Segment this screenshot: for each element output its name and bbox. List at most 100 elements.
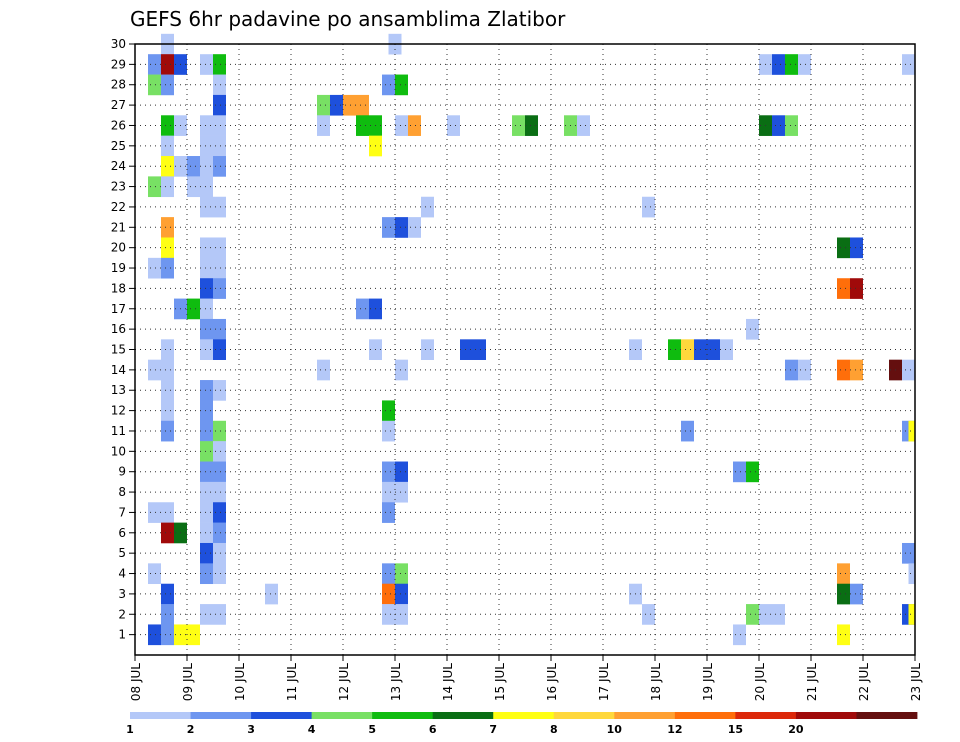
heatmap-cell [837,563,850,585]
x-tick-label: 09 JUL [181,663,195,701]
heatmap-cell [187,298,200,320]
heatmap-cell [850,278,863,299]
heatmap-cell [395,461,408,483]
heatmap-cell [837,624,850,646]
chart-title: GEFS 6hr padavine po ansamblima Zlatibor [130,7,566,31]
legend-swatch [493,712,555,719]
heatmap-cell [187,156,200,177]
heatmap-cell [343,94,356,116]
heatmap-cell [213,522,226,544]
y-tick-label: 14 [111,363,126,377]
heatmap-cell [902,542,915,564]
heatmap-cell [785,54,798,75]
heatmap-cell [161,257,174,279]
heatmap-cell [356,298,369,320]
y-tick-label: 23 [111,180,126,194]
heatmap-cell [395,217,408,238]
y-tick-label: 29 [111,57,126,71]
heatmap-cell [200,135,213,157]
legend-label: 15 [728,723,743,736]
heatmap-cell [200,481,213,503]
legend-swatch [432,712,494,719]
heatmap-cell [148,176,161,198]
y-tick-label: 7 [118,505,126,519]
heatmap-cell [908,604,915,625]
heatmap-cell [395,74,408,96]
heatmap-cell [382,583,395,605]
heatmap-cell [213,237,226,259]
heatmap-cell [200,563,213,585]
y-tick-label: 27 [111,98,126,112]
heatmap-cell [473,339,486,360]
heatmap-cell [161,237,174,259]
heatmap-cell [525,115,538,136]
x-tick-label: 19 JUL [701,663,715,701]
heatmap-cell [213,563,226,585]
heatmap-cell [382,74,395,96]
heatmap-cell [148,359,161,381]
heatmap-cell [213,318,226,340]
heatmap-cell [447,115,460,136]
legend-swatch [190,712,252,719]
y-axis: 1234567891011121314151617181920212223242… [111,37,135,642]
heatmap-cell [837,583,850,605]
heatmap-cell [148,624,161,646]
heatmap-cell [330,94,343,116]
legend-label: 20 [788,723,804,736]
heatmap-cell [161,583,174,605]
heatmap-cell [213,339,226,360]
heatmap-cell [161,115,174,136]
heatmap-cell [382,604,395,625]
x-tick-label: 14 JUL [441,663,455,701]
heatmap-cell [317,94,330,116]
heatmap-cell [161,217,174,238]
heatmap-cell [213,604,226,625]
heatmap-cell [382,563,395,585]
x-tick-label: 22 JUL [857,663,871,701]
heatmap-cell [213,441,226,462]
heatmap-cell [720,339,733,360]
heatmap-cell [213,380,226,401]
heatmap-cell [148,563,161,585]
heatmap-cell [421,339,434,360]
heatmap-cell [577,115,590,136]
heatmap-cell [148,74,161,96]
heatmap-cell [908,420,915,442]
heatmap-cell [785,359,798,381]
x-tick-label: 08 JUL [129,663,143,701]
heatmap-cell [382,400,395,422]
heatmap-cell [200,502,213,523]
heatmap-cell [265,583,278,605]
heatmap-cell [148,502,161,523]
legend-label: 5 [368,723,376,736]
x-tick-label: 16 JUL [545,663,559,701]
heatmap-cell [798,54,811,75]
heatmap-cell [200,441,213,462]
y-tick-label: 10 [111,444,126,458]
heatmap-cell [213,502,226,523]
heatmap-cell [317,359,330,381]
heatmap-cell [148,54,161,75]
legend-swatch [735,712,797,719]
y-tick-label: 3 [118,587,126,601]
y-tick-label: 18 [111,281,126,295]
x-tick-label: 11 JUL [285,663,299,701]
heatmap-cell [200,176,213,198]
heatmap-cell [148,257,161,279]
heatmap-cell [200,54,213,75]
heatmap-cell [382,461,395,483]
heatmap-cell [707,339,720,360]
heatmap-cell [746,318,759,340]
heatmap-cell [837,278,850,299]
heatmap-cell [161,400,174,422]
heatmap-cell [382,420,395,442]
heatmap-cell [746,461,759,483]
y-tick-label: 12 [111,404,126,418]
heatmap-cell [681,420,694,442]
heatmap-cell [200,156,213,177]
heatmap-cell [395,115,408,136]
heatmap-cell [161,522,174,544]
heatmap-cell [200,522,213,544]
y-tick-label: 17 [111,302,126,316]
x-tick-label: 10 JUL [233,663,247,701]
